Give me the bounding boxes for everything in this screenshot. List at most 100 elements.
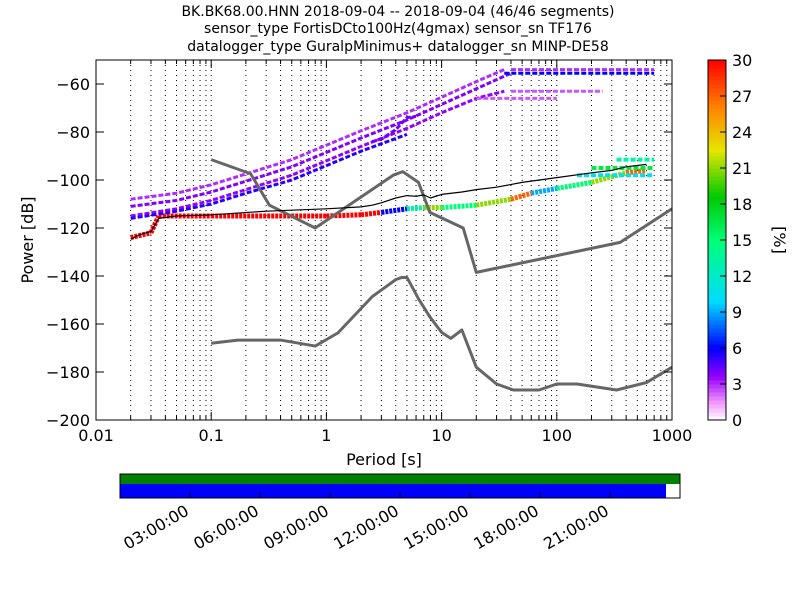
colorbar-cell <box>708 260 726 265</box>
colorbar-cell <box>708 276 726 281</box>
colorbar-cell <box>708 288 726 293</box>
colorbar-cell <box>708 124 726 129</box>
colorbar-cell <box>708 168 726 173</box>
y-tick-label: −200 <box>46 411 90 430</box>
grid <box>130 60 668 420</box>
colorbar-cell <box>708 200 726 205</box>
colorbar-cell <box>708 192 726 197</box>
density-band-upper-2 <box>130 71 512 208</box>
colorbar-cell <box>708 364 726 369</box>
chart-title-line-3: datalogger_type GuralpMinimus+ datalogge… <box>187 39 608 55</box>
timeline-bars <box>120 474 680 498</box>
colorbar-gradient <box>708 60 726 421</box>
colorbar-tick-label: 3 <box>732 375 742 394</box>
colorbar-cell <box>708 340 726 345</box>
timeline: 03:00:0006:00:0009:00:0012:00:0015:00:00… <box>119 473 681 553</box>
colorbar-cell <box>708 160 726 165</box>
colorbar-cell <box>708 224 726 229</box>
colorbar-cell <box>708 300 726 305</box>
x-tick-label: 0.01 <box>78 426 114 445</box>
colorbar-cell <box>708 104 726 109</box>
colorbar-cell <box>708 144 726 149</box>
colorbar-label: [%] <box>770 226 789 254</box>
timeline-tick-label: 09:00:00 <box>260 501 332 553</box>
colorbar-cell <box>708 336 726 341</box>
colorbar-cell <box>708 404 726 409</box>
timeline-coverage-bottom <box>120 484 666 498</box>
x-tick-label: 0.1 <box>198 426 223 445</box>
colorbar-cell <box>708 156 726 161</box>
colorbar-cell <box>708 64 726 69</box>
colorbar-cell <box>708 128 726 133</box>
colorbar-cell <box>708 376 726 381</box>
colorbar-cell <box>708 92 726 97</box>
density-band-segment <box>475 196 512 208</box>
colorbar-tick-label: 9 <box>732 303 742 322</box>
colorbar-cell <box>708 208 726 213</box>
colorbar-cell <box>708 292 726 297</box>
x-tick-label: 10 <box>431 426 451 445</box>
colorbar-cell <box>708 304 726 309</box>
density-band-upper-1 <box>130 68 505 201</box>
colorbar-cell <box>708 400 726 405</box>
colorbar-cell <box>708 408 726 413</box>
colorbar-tick-label: 6 <box>732 339 742 358</box>
colorbar: 0 3 6 9 12 15 18 21 24 27 30 [%] <box>707 51 789 430</box>
colorbar-cell <box>708 220 726 225</box>
colorbar-cell <box>708 140 726 145</box>
colorbar-cell <box>708 344 726 349</box>
colorbar-cell <box>708 184 726 189</box>
colorbar-cell <box>708 316 726 321</box>
y-tick-label: −120 <box>46 219 90 238</box>
colorbar-cell <box>708 328 726 333</box>
timeline-coverage-top <box>120 474 680 484</box>
colorbar-cell <box>708 332 726 337</box>
x-tick-label: 1000 <box>652 426 693 445</box>
colorbar-cell <box>708 80 726 85</box>
y-tick-label: −140 <box>46 267 90 286</box>
colorbar-tick-label: 12 <box>732 267 752 286</box>
colorbar-cell <box>708 368 726 373</box>
colorbar-cell <box>708 392 726 397</box>
chart-title-line-1: BK.BK68.00.HNN 2018-09-04 -- 2018-09-04 … <box>181 4 614 20</box>
x-axis-label: Period [s] <box>346 450 422 469</box>
y-tick-label: −180 <box>46 363 90 382</box>
curves <box>130 158 673 392</box>
density-band-segment <box>406 205 424 212</box>
timeline-tick-label: 18:00:00 <box>470 501 542 553</box>
colorbar-cell <box>708 96 726 101</box>
colorbar-cell <box>708 256 726 261</box>
colorbar-cell <box>708 100 726 105</box>
density-band-upper-4 <box>130 132 408 220</box>
density-band-segment <box>130 230 152 241</box>
colorbar-cell <box>708 348 726 353</box>
colorbar-cell <box>708 252 726 257</box>
colorbar-cell <box>708 172 726 177</box>
colorbar-cell <box>708 108 726 113</box>
timeline-ticks: 03:00:0006:00:0009:00:0012:00:0015:00:00… <box>120 492 612 553</box>
colorbar-cell <box>708 308 726 313</box>
colorbar-cell <box>708 236 726 241</box>
colorbar-cell <box>708 228 726 233</box>
colorbar-tick-label: 0 <box>732 411 742 430</box>
colorbar-tick-label: 15 <box>732 231 752 250</box>
colorbar-cell <box>708 240 726 245</box>
colorbar-cell <box>708 196 726 201</box>
colorbar-cell <box>708 352 726 357</box>
colorbar-cell <box>708 204 726 209</box>
plot-frame <box>95 59 673 421</box>
plot-background <box>96 60 672 420</box>
chart-title-line-2: sensor_type FortisDCto100Hz(4gmax) senso… <box>204 21 592 37</box>
colorbar-cell <box>708 296 726 301</box>
colorbar-cell <box>708 180 726 185</box>
colorbar-cell <box>708 272 726 277</box>
y-tick-label: −100 <box>46 171 90 190</box>
colorbar-cell <box>708 384 726 389</box>
colorbar-ticks: 0 3 6 9 12 15 18 21 24 27 30 <box>720 51 752 430</box>
y-tick-label: −80 <box>56 123 90 142</box>
colorbar-cell <box>708 216 726 221</box>
timeline-tick-label: 12:00:00 <box>330 501 402 553</box>
colorbar-cell <box>708 164 726 169</box>
density-band-upper-5 <box>371 114 417 144</box>
colorbar-cell <box>708 388 726 393</box>
